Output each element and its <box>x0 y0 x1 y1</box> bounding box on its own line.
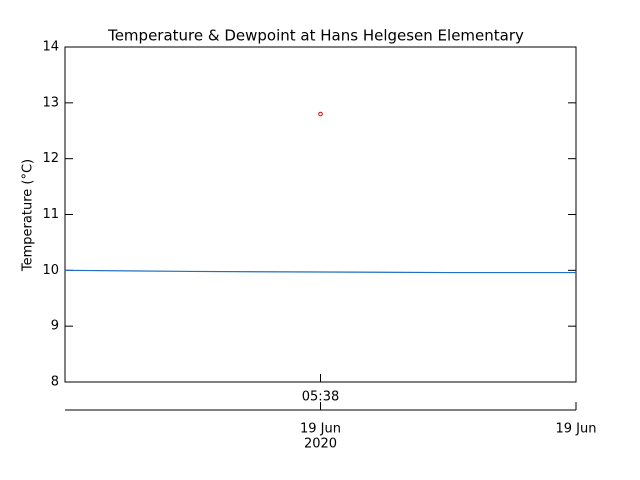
line <box>64 269 576 274</box>
y-tick-label: 11 <box>42 207 59 222</box>
y-tick-label: 13 <box>42 95 59 110</box>
year-label: 2020 <box>304 437 337 452</box>
chart-title: Temperature & Dewpoint at Hans Helgesen … <box>107 27 524 45</box>
y-tick-label: 14 <box>42 40 59 55</box>
date-label: 19 Jun <box>300 422 341 437</box>
date-label: 19 Jun <box>556 422 597 437</box>
y-axis-label: Temperature (°C) <box>21 159 36 272</box>
marker <box>318 111 323 117</box>
y-tick-label: 12 <box>42 151 59 166</box>
x-tick-label: 05:38 <box>302 390 339 405</box>
y-tick-label: 8 <box>51 375 59 390</box>
y-tick-label: 10 <box>42 263 59 278</box>
y-tick-label: 9 <box>51 319 59 334</box>
